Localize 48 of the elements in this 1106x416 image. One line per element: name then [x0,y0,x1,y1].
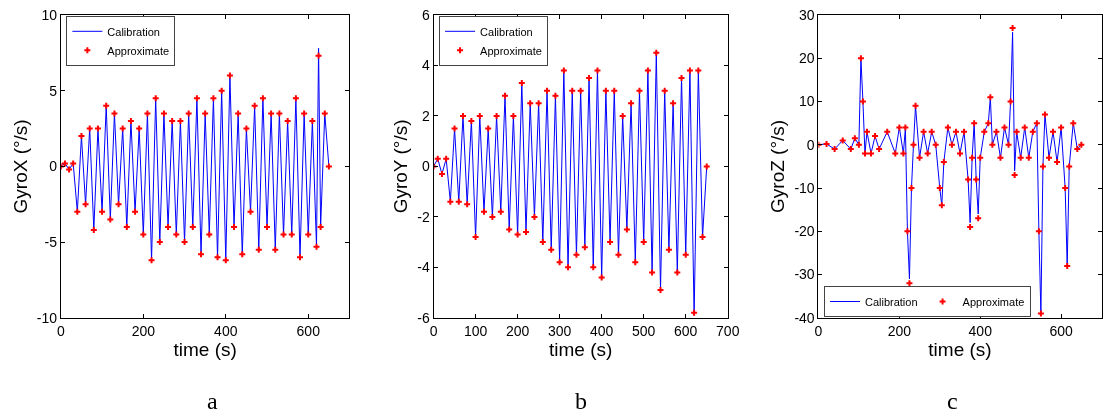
x-tick-label: 600 [296,322,321,339]
text: b [575,388,587,414]
x-tick-label: 400 [968,322,993,339]
legend-label: Calibration [864,295,918,308]
legend-label: Approximate [107,44,170,57]
text: c [947,388,958,414]
y-axis-title: GyroX (°/s) [9,119,31,214]
y-axis-title: GyroY (°/s) [390,119,412,214]
x-tick-label: 200 [887,322,912,339]
x-tick-label: 100 [463,322,488,339]
x-tick-label: 400 [589,322,614,339]
legend-label: Approximate [962,295,1025,308]
y-tick-label: -4 [417,259,430,276]
legend-label: Calibration [107,25,160,38]
x-tick-label: 600 [1049,322,1074,339]
x-axis-title: time (s) [548,338,613,360]
y-tick-label: -40 [794,309,815,326]
y-axis-title: GyroZ (°/s) [767,119,789,213]
x-tick-label: 200 [131,322,156,339]
y-tick-label: -10 [36,309,58,326]
x-tick-label: 300 [547,322,572,339]
y-tick-label: 30 [799,6,815,23]
y-tick-label: 4 [421,57,430,74]
y-tick-label: -2 [417,208,430,225]
y-tick-label: -20 [794,223,815,240]
y-tick-label: 10 [799,93,815,110]
x-tick-label: 600 [674,322,698,339]
y-tick-label: -6 [417,309,430,326]
y-tick-label: 6 [421,6,430,23]
x-axis-title: time (s) [928,338,992,360]
y-tick-label: 0 [421,158,430,175]
y-tick-label: 0 [806,136,815,153]
x-tick-label: 500 [632,322,656,339]
x-tick-label: 700 [716,322,740,339]
y-tick-label: -5 [44,234,58,251]
y-tick-label: 10 [41,6,58,23]
x-tick-label: 400 [214,322,238,339]
y-tick-label: 20 [799,50,815,67]
y-tick-label: -30 [794,266,815,283]
y-tick-label: 0 [49,158,58,175]
x-axis-title: time (s) [173,338,237,360]
y-tick-label: 5 [49,82,58,99]
legend-label: Approximate [480,44,542,57]
y-tick-label: -10 [794,179,815,196]
y-tick-label: 2 [421,107,430,124]
text: a [207,388,218,414]
legend-label: Calibration [480,25,533,38]
x-tick-label: 200 [505,322,530,339]
